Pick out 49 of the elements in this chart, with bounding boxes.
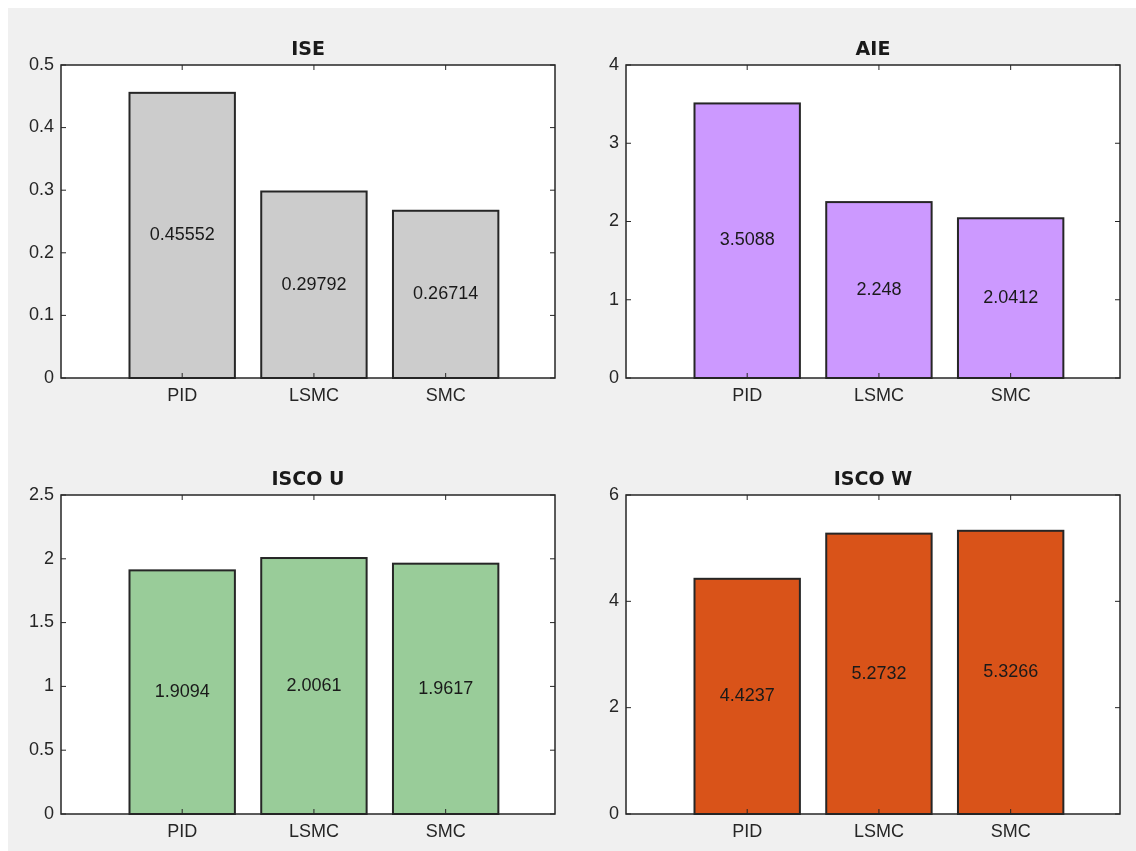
y-tick-label: 0 [608, 802, 619, 823]
data-label: 0.29792 [281, 273, 347, 294]
chart-title: ISE [291, 37, 325, 59]
data-label: 2.248 [856, 278, 902, 299]
x-tick-label: LSMC [288, 385, 339, 405]
data-label: 0.45552 [149, 224, 215, 245]
data-label: 5.3266 [983, 661, 1039, 682]
y-tick-label: 2 [43, 547, 54, 568]
y-tick-label: 3 [608, 132, 619, 152]
y-tick-label: 0 [43, 366, 54, 387]
y-tick-label: 6 [608, 483, 619, 504]
x-tick-label: PID [732, 385, 763, 405]
x-tick-label: LSMC [288, 821, 339, 841]
x-tick-label: PID [167, 385, 198, 405]
data-label: 1.9094 [154, 680, 210, 701]
y-tick-label: 0.3 [28, 178, 54, 199]
y-tick-label: 2 [608, 696, 619, 717]
x-tick-label: LSMC [853, 385, 904, 405]
x-tick-label: SMC [425, 821, 466, 841]
data-label: 0.26714 [413, 283, 479, 304]
y-tick-label: 0 [43, 802, 54, 823]
x-tick-label: SMC [990, 385, 1031, 405]
data-label: 3.5088 [719, 229, 775, 250]
chart-title: AIE [855, 37, 891, 59]
y-tick-label: 1 [608, 288, 619, 309]
y-tick-label: 0.2 [28, 241, 54, 262]
y-tick-label: 1.5 [28, 611, 54, 632]
data-label: 4.4237 [719, 685, 775, 706]
y-tick-label: 0.1 [28, 304, 54, 325]
y-tick-label: 2.5 [28, 483, 54, 504]
y-tick-label: 0 [608, 366, 619, 387]
x-tick-label: PID [732, 821, 763, 841]
chart-title: ISCO W [833, 467, 913, 489]
chart-title: ISCO U [271, 467, 345, 489]
y-tick-label: 2 [608, 210, 619, 231]
y-tick-label: 4 [608, 590, 619, 611]
data-label: 2.0412 [983, 286, 1039, 307]
x-tick-label: SMC [990, 821, 1031, 841]
y-tick-label: 0.5 [28, 53, 54, 74]
x-tick-label: PID [167, 821, 198, 841]
y-tick-label: 4 [608, 53, 619, 74]
x-tick-label: LSMC [853, 821, 904, 841]
x-tick-label: SMC [425, 385, 466, 405]
y-tick-label: 1 [43, 675, 54, 696]
data-label: 2.0061 [286, 674, 342, 695]
data-label: 1.9617 [418, 677, 474, 698]
y-tick-label: 0.4 [28, 116, 54, 137]
y-tick-label: 0.5 [28, 738, 54, 759]
data-label: 5.2732 [851, 662, 907, 683]
